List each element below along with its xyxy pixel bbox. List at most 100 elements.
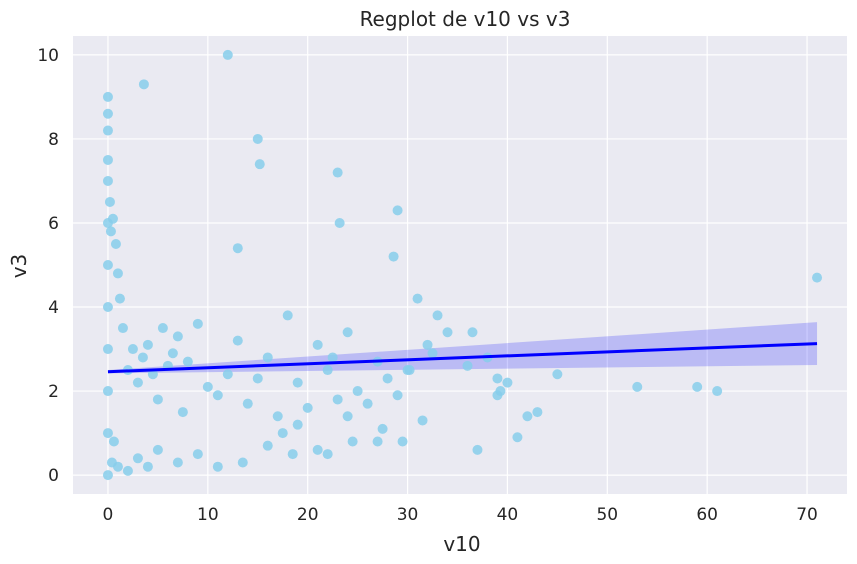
y-tick-label: 10 <box>37 46 59 66</box>
data-point <box>467 327 478 338</box>
x-tick-label: 40 <box>497 505 519 525</box>
data-point <box>232 243 243 254</box>
data-point <box>432 310 443 321</box>
regression-line-layer <box>107 342 818 374</box>
data-point <box>102 344 113 355</box>
data-point <box>327 352 338 363</box>
data-point <box>272 411 283 422</box>
data-point <box>132 377 143 388</box>
data-point <box>382 373 393 384</box>
data-point <box>122 465 133 476</box>
data-point <box>404 365 415 376</box>
data-point <box>342 411 353 422</box>
data-point <box>332 394 343 405</box>
data-point <box>157 323 168 334</box>
x-tick-label: 0 <box>103 505 114 525</box>
x-tick-label: 20 <box>297 505 319 525</box>
x-tick-label: 10 <box>197 505 219 525</box>
data-point <box>512 432 523 443</box>
data-point <box>292 419 303 430</box>
data-point <box>292 377 303 388</box>
data-point <box>812 272 823 283</box>
data-point <box>495 386 506 397</box>
data-point <box>417 415 428 426</box>
data-point <box>262 440 273 451</box>
data-point <box>102 154 113 165</box>
data-point <box>222 49 233 60</box>
data-point <box>114 293 125 304</box>
data-point <box>342 327 353 338</box>
data-point <box>552 369 563 380</box>
data-point <box>692 381 703 392</box>
data-point <box>472 444 483 455</box>
y-tick-label: 8 <box>48 130 59 150</box>
data-point <box>102 260 113 270</box>
regression-line <box>107 342 818 374</box>
x-tick-label: 60 <box>696 505 718 525</box>
data-point <box>138 79 149 90</box>
data-point <box>302 402 313 413</box>
data-point <box>502 377 513 388</box>
data-point <box>362 398 373 409</box>
data-point <box>212 390 223 401</box>
data-point <box>312 339 323 350</box>
data-point <box>105 226 116 237</box>
confidence-band-layer <box>107 322 818 374</box>
data-point <box>632 381 643 392</box>
data-point <box>117 323 128 334</box>
data-point <box>277 428 288 439</box>
data-point <box>182 356 193 367</box>
data-point <box>137 352 148 363</box>
data-point <box>492 373 503 384</box>
data-point <box>332 167 343 178</box>
y-tick-label: 0 <box>48 466 59 486</box>
data-point <box>110 238 121 249</box>
data-point <box>322 365 333 376</box>
data-point <box>142 339 153 350</box>
data-point <box>392 390 403 401</box>
data-point <box>282 310 293 321</box>
data-point <box>287 449 298 460</box>
data-point <box>397 436 408 447</box>
y-tick-label: 4 <box>48 298 59 318</box>
data-point <box>192 318 203 329</box>
data-point <box>422 339 433 350</box>
data-point <box>377 423 388 434</box>
data-point <box>102 108 113 119</box>
data-point <box>232 335 243 346</box>
data-point <box>152 394 163 405</box>
data-point <box>172 457 183 468</box>
data-point <box>237 457 248 468</box>
data-point <box>132 453 143 464</box>
data-point <box>212 461 223 472</box>
data-point <box>102 91 113 102</box>
chart-title: Regplot de v10 vs v3 <box>360 7 571 31</box>
plot-background <box>73 36 847 494</box>
data-point <box>202 381 213 392</box>
data-point <box>347 436 358 447</box>
data-point <box>127 344 138 355</box>
data-point <box>102 125 113 136</box>
data-point <box>252 373 263 384</box>
data-point <box>102 175 113 186</box>
data-point <box>167 348 178 359</box>
data-point <box>262 352 273 363</box>
data-point <box>172 331 183 342</box>
data-point <box>462 360 473 371</box>
data-point <box>152 444 163 455</box>
x-axis-label: v10 <box>443 532 480 556</box>
data-point <box>254 159 265 170</box>
data-point <box>108 436 119 447</box>
data-point <box>412 293 423 304</box>
data-point <box>242 398 253 409</box>
data-point <box>112 461 123 472</box>
data-point <box>388 251 399 262</box>
data-point <box>442 327 453 338</box>
data-point <box>147 369 158 380</box>
data-point <box>334 217 345 228</box>
data-point <box>102 428 113 439</box>
data-point <box>222 369 233 380</box>
data-point <box>102 302 113 313</box>
data-point <box>107 213 118 224</box>
